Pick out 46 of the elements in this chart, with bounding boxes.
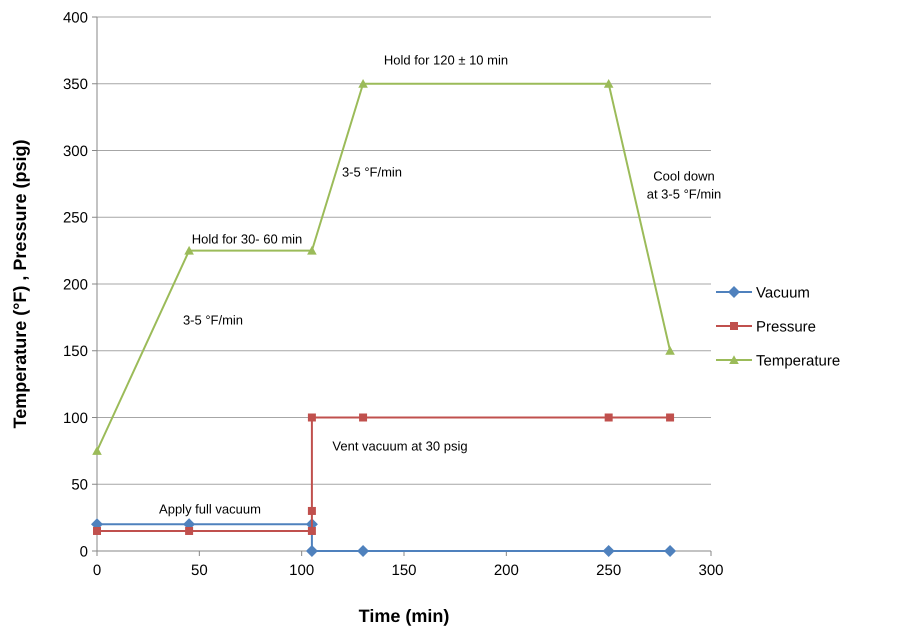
- legend-label: Temperature: [756, 352, 840, 370]
- point: [307, 246, 317, 255]
- y-tick-label: 350: [62, 76, 88, 93]
- x-tick-label: 0: [92, 562, 102, 579]
- y-tick-label: 200: [62, 276, 88, 294]
- point: [93, 526, 101, 535]
- y-tick-label: 150: [62, 343, 88, 360]
- x-tick-label: 200: [494, 562, 519, 579]
- annotation: 3-5 °F/min: [182, 312, 244, 328]
- annotation: Hold for 120 ± 10 min: [384, 52, 508, 68]
- y-tick-label: 250: [62, 210, 88, 226]
- point: [604, 78, 614, 88]
- y-tick-label: 400: [62, 9, 88, 26]
- x-tick-label: 300: [698, 562, 724, 579]
- point: [666, 414, 674, 422]
- annotation: Cool down at 3-5 °F/min: [646, 168, 722, 202]
- point: [308, 414, 316, 422]
- point: [358, 78, 368, 88]
- y-tick-label: 0: [80, 543, 88, 560]
- annotation: Vent vacuum at 30 psig: [332, 438, 468, 454]
- annotation: 3-5 °F/min: [342, 164, 402, 180]
- y-tick-label: 300: [62, 142, 88, 160]
- point: [308, 506, 316, 515]
- x-axis-title: Time (min): [358, 606, 450, 626]
- point: [664, 545, 676, 557]
- x-tick-label: 150: [391, 562, 417, 579]
- point: [308, 526, 316, 535]
- legend-label: Pressure: [756, 318, 816, 336]
- y-tick-label: 50: [71, 476, 88, 494]
- x-tick-label: 100: [289, 562, 314, 579]
- point: [359, 414, 368, 422]
- x-tick-label: 250: [596, 562, 622, 579]
- annotation: Apply full vacuum: [159, 502, 261, 517]
- x-tick-label: 50: [190, 562, 208, 579]
- point: [185, 526, 194, 535]
- point: [184, 246, 194, 255]
- annotation: Hold for 30- 60 min: [192, 232, 302, 247]
- legend-label: Vacuum: [756, 284, 810, 302]
- point: [306, 545, 318, 557]
- point: [357, 545, 370, 557]
- point: [665, 346, 675, 355]
- y-axis-title: Temperature (°F) , Pressure (psig): [10, 140, 30, 428]
- point: [604, 414, 613, 422]
- point: [602, 545, 615, 557]
- point: [92, 446, 102, 455]
- y-tick-label: 100: [62, 410, 88, 427]
